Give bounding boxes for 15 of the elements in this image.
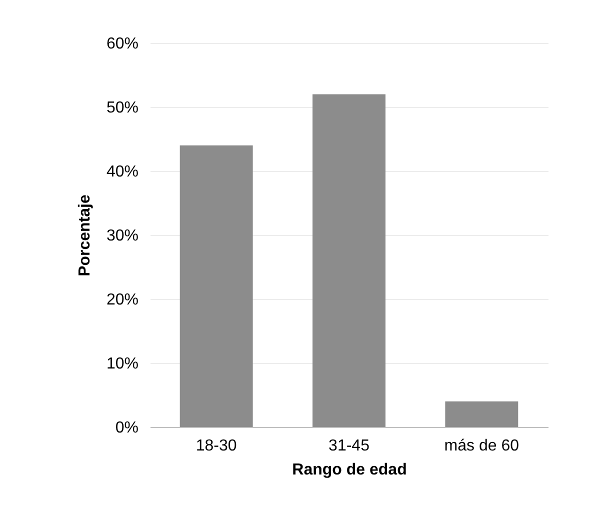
y-tick-label: 40% bbox=[106, 164, 138, 180]
y-tick-label: 10% bbox=[106, 356, 138, 372]
bar bbox=[312, 94, 386, 427]
x-tick-label: más de 60 bbox=[444, 438, 520, 454]
y-tick-label: 50% bbox=[106, 100, 138, 116]
y-tick-label: 30% bbox=[106, 228, 138, 244]
y-tick-label: 0% bbox=[115, 420, 138, 436]
y-tick-label: 60% bbox=[106, 36, 138, 52]
y-axis-title: Porcentaje bbox=[76, 194, 94, 276]
y-tick-label: 20% bbox=[106, 292, 138, 308]
x-tick-label: 18-30 bbox=[196, 438, 237, 454]
bar bbox=[445, 401, 518, 427]
bar bbox=[180, 145, 253, 427]
x-tick-label: 31-45 bbox=[328, 438, 370, 454]
x-axis-title: Rango de edad bbox=[292, 462, 407, 478]
